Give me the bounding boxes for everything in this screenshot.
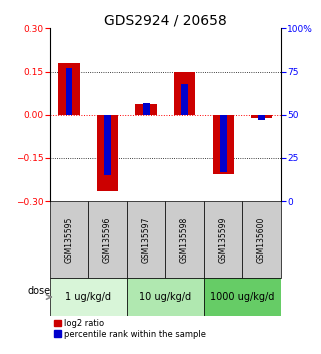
- Bar: [242, 201, 281, 278]
- Bar: [174, 72, 195, 115]
- Bar: [127, 201, 165, 278]
- Text: 1000 ug/kg/d: 1000 ug/kg/d: [210, 292, 274, 302]
- Bar: [58, 63, 80, 115]
- Bar: [204, 278, 281, 316]
- Text: GSM135597: GSM135597: [142, 216, 151, 263]
- Bar: [88, 201, 127, 278]
- Bar: [50, 201, 88, 278]
- Bar: [165, 201, 204, 278]
- Text: GSM135599: GSM135599: [219, 216, 228, 263]
- Title: GDS2924 / 20658: GDS2924 / 20658: [104, 13, 227, 27]
- Text: GSM135595: GSM135595: [65, 216, 74, 263]
- Bar: [127, 278, 204, 316]
- Bar: [135, 104, 157, 115]
- Text: dose: dose: [27, 286, 50, 296]
- Bar: [143, 103, 150, 115]
- Text: GSM135598: GSM135598: [180, 216, 189, 263]
- Bar: [220, 115, 227, 172]
- Bar: [65, 68, 73, 115]
- Legend: log2 ratio, percentile rank within the sample: log2 ratio, percentile rank within the s…: [54, 319, 206, 338]
- Text: GSM135600: GSM135600: [257, 216, 266, 263]
- Text: 10 ug/kg/d: 10 ug/kg/d: [139, 292, 191, 302]
- Text: GSM135596: GSM135596: [103, 216, 112, 263]
- Bar: [204, 201, 242, 278]
- Bar: [251, 115, 272, 118]
- Text: 1 ug/kg/d: 1 ug/kg/d: [65, 292, 111, 302]
- Bar: [213, 115, 234, 174]
- Bar: [258, 115, 265, 120]
- Bar: [50, 278, 127, 316]
- Bar: [104, 115, 111, 175]
- Bar: [181, 84, 188, 115]
- Bar: [97, 115, 118, 191]
